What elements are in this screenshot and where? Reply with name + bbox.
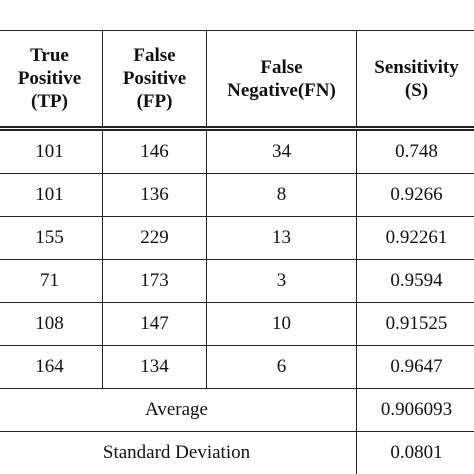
- table-row: 71 173 3 0.9594: [0, 259, 474, 303]
- table-row: 164 134 6 0.9647: [0, 345, 474, 389]
- table-cell: 71: [0, 259, 103, 303]
- header-cell: Sensitivity (S): [356, 30, 474, 131]
- table-cell: 155: [0, 216, 103, 260]
- table-cell: 13: [206, 216, 357, 260]
- table-cell: 0.748: [356, 128, 474, 174]
- results-table: True Positive (TP) False Positive (FP) Fal…: [0, 30, 474, 474]
- header-cell: False Positive (FP): [102, 30, 207, 131]
- table-cell: 6: [206, 345, 357, 389]
- summary-label: Standard Deviation: [0, 431, 357, 474]
- table-cell: 0.9647: [356, 345, 474, 389]
- table-cell: 0.92261: [356, 216, 474, 260]
- summary-row: Average 0.906093: [0, 388, 474, 432]
- table-cell: 173: [102, 259, 207, 303]
- table-cell: 108: [0, 302, 103, 346]
- table-cell: 101: [0, 128, 103, 174]
- table-cell: 8: [206, 173, 357, 217]
- header-row: True Positive (TP) False Positive (FP) Fal…: [0, 30, 474, 131]
- summary-label: Average: [0, 388, 357, 432]
- summary-value: 0.906093: [356, 388, 474, 432]
- table-cell: 147: [102, 302, 207, 346]
- table-cell: 136: [102, 173, 207, 217]
- table-row: 155 229 13 0.92261: [0, 216, 474, 260]
- table-cell: 164: [0, 345, 103, 389]
- table-cell: 0.9594: [356, 259, 474, 303]
- table-cell: 146: [102, 128, 207, 174]
- table-row: 101 136 8 0.9266: [0, 173, 474, 217]
- table-cell: 34: [206, 128, 357, 174]
- table-body: 101 146 34 0.748 101 136 8 0.9266 155 229 13 0.9226…: [0, 128, 474, 474]
- table-cell: 101: [0, 173, 103, 217]
- summary-row: Standard Deviation 0.0801: [0, 431, 474, 474]
- table-cell: 0.91525: [356, 302, 474, 346]
- table-cell: 229: [102, 216, 207, 260]
- header-cell: True Positive (TP): [0, 30, 103, 131]
- table-cell: 10: [206, 302, 357, 346]
- table-row: 101 146 34 0.748: [0, 128, 474, 174]
- table-cell: 134: [102, 345, 207, 389]
- summary-value: 0.0801: [356, 431, 474, 474]
- header-cell: False Negative(FN): [206, 30, 357, 131]
- table-cell: 3: [206, 259, 357, 303]
- table-cell: 0.9266: [356, 173, 474, 217]
- table-row: 108 147 10 0.91525: [0, 302, 474, 346]
